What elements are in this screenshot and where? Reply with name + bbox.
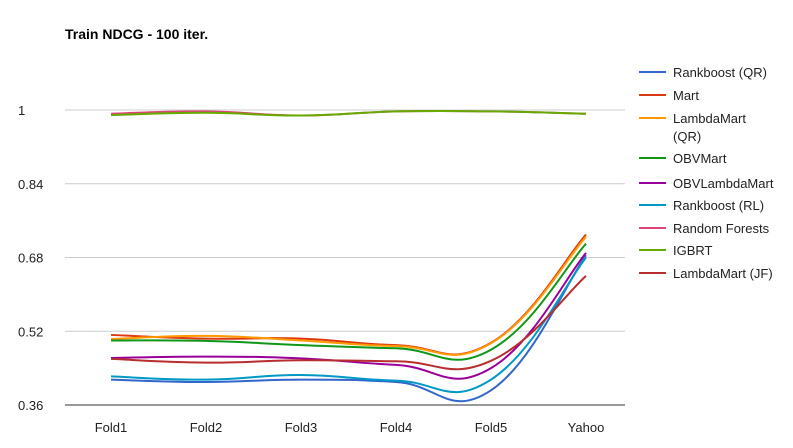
x-axis-ticks: Fold1 Fold2 Fold3 Fold4 Fold5 Yahoo xyxy=(95,420,605,435)
legend-label: IGBRT xyxy=(673,243,713,258)
series-line-8 xyxy=(110,109,587,117)
x-tick-label: Fold4 xyxy=(380,420,413,435)
legend-label: LambdaMart (QR) xyxy=(673,111,746,144)
legend-label: Mart xyxy=(673,88,699,103)
legend-label: LambdaMart (JF) xyxy=(673,266,773,281)
series-lines xyxy=(110,109,587,403)
legend: Rankboost (QR) Mart LambdaMart (QR) OBVMart O… xyxy=(639,65,774,281)
series-line-9 xyxy=(110,275,587,371)
y-tick-label: 1 xyxy=(18,103,25,118)
x-tick-label: Fold1 xyxy=(95,420,128,435)
series-line-6 xyxy=(110,256,587,394)
series-line-4 xyxy=(110,243,587,361)
legend-label: Random Forests xyxy=(673,221,770,236)
y-tick-label: 0.84 xyxy=(18,177,43,192)
x-tick-label: Yahoo xyxy=(568,420,605,435)
x-tick-label: Fold3 xyxy=(285,420,318,435)
chart-title: Train NDCG - 100 iter. xyxy=(65,26,208,42)
x-tick-label: Fold5 xyxy=(475,420,508,435)
x-tick-label: Fold2 xyxy=(190,420,223,435)
legend-label: OBVLambdaMart xyxy=(673,176,774,191)
legend-label: OBVMart xyxy=(673,151,727,166)
y-tick-label: 0.52 xyxy=(18,324,43,339)
legend-label: Rankboost (QR) xyxy=(673,65,767,80)
series-line-1 xyxy=(110,254,587,403)
y-axis-ticks: 0.36 0.52 0.68 0.84 1 xyxy=(18,103,43,413)
series-line-3 xyxy=(110,236,587,356)
y-tick-label: 0.36 xyxy=(18,398,43,413)
legend-label: Rankboost (RL) xyxy=(673,198,764,213)
y-tick-label: 0.68 xyxy=(18,251,43,266)
